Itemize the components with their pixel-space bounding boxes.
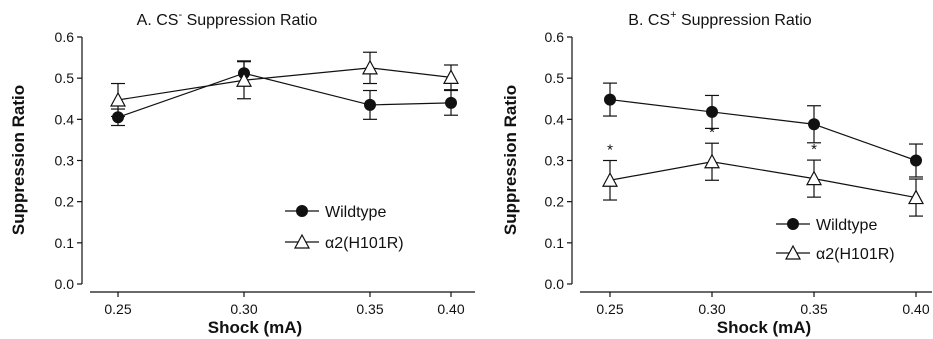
panel-a-mutant-point — [235, 71, 253, 87]
panel-b-wildtype-point — [604, 93, 616, 106]
panel-b-mutant-point — [703, 153, 721, 169]
panel-b-y-tick-label: 0.1 — [545, 235, 565, 251]
panel-b-title: B. CS+ Suppression Ratio — [628, 9, 812, 29]
panel-a-y-tick-label: 0.4 — [55, 111, 75, 127]
panel-a-y-tick-label: 0.2 — [55, 194, 75, 210]
panel-a-wildtype-point — [445, 96, 457, 109]
panel-b-x-tick-label: 0.35 — [800, 301, 827, 317]
panel-b-mutant-point — [907, 189, 925, 205]
panel-b-wildtype-point — [910, 154, 922, 167]
panel-a-legend-label: Wildtype — [325, 204, 386, 221]
panel-a-x-tick-label: 0.25 — [104, 301, 131, 317]
panel-b-x-axis-label: Shock (mA) — [717, 318, 811, 337]
panel-a-wildtype-point — [112, 111, 124, 124]
panel-b-significance-star: * — [709, 124, 715, 141]
panel-a-legend-label: α2(H101R) — [325, 235, 404, 252]
panel-a-y-tick-label: 0.0 — [55, 276, 75, 292]
panel-b-series-1-line — [609, 98, 917, 162]
panel-a-marks: 0.0 0.1 0.2 0.3 0.4 0.5 0.6 0.25 0.30 0.35 0.40 Wil… — [55, 29, 475, 317]
panel-a-mutant-point — [361, 59, 379, 75]
panel-a-y-axis-label: Suppression Ratio — [9, 85, 28, 235]
panel-a-x-tick-label: 0.35 — [356, 301, 383, 317]
panel-a-y-tick-label: 0.5 — [55, 70, 75, 86]
panel-b-mutant-point — [805, 170, 823, 186]
panel-b-legend-label: Wildtype — [816, 217, 877, 234]
panel-a-chart: A. CS- Suppression Ratio Suppression Rat… — [9, 9, 475, 337]
panel-a-mutant-point — [109, 91, 127, 107]
panel-b-significance-star: * — [811, 141, 817, 158]
panel-b-y-tick-label: 0.4 — [545, 111, 565, 127]
panel-b-y-tick-label: 0.0 — [545, 276, 565, 292]
panel-b-legend-mutant-marker — [784, 244, 802, 260]
panel-a-title: A. CS- Suppression Ratio — [137, 9, 318, 29]
panel-a-x-tick-label: 0.40 — [437, 301, 464, 317]
panel-b-x-tick-label: 0.25 — [596, 301, 623, 317]
panel-a-series-1-line — [117, 72, 452, 118]
panel-a-legend-wildtype-marker — [296, 205, 308, 217]
panel-a-y-tick-label: 0.1 — [55, 235, 75, 251]
panel-a-x-tick-label: 0.30 — [230, 301, 257, 317]
panel-b-y-tick-label: 0.3 — [545, 153, 565, 169]
panel-b-y-tick-label: 0.2 — [545, 194, 565, 210]
panel-b-legend-label: α2(H101R) — [816, 246, 895, 263]
panel-b-x-tick-label: 0.40 — [902, 301, 929, 317]
panel-b-legend-wildtype-marker — [787, 218, 799, 230]
panel-b-chart: B. CS+ Suppression Ratio Suppression Rat… — [501, 9, 932, 337]
panel-a-wildtype-point — [364, 98, 376, 111]
panel-b-x-tick-label: 0.30 — [698, 301, 725, 317]
panel-b-wildtype-point — [706, 105, 718, 118]
panel-b-significance-star: * — [607, 142, 613, 159]
panel-b-y-axis-label: Suppression Ratio — [501, 85, 520, 235]
panel-b-mutant-point — [601, 171, 619, 187]
panel-a-series-2-line — [117, 67, 452, 101]
panel-a-legend-mutant-marker — [293, 233, 311, 249]
panel-b-y-tick-label: 0.5 — [545, 70, 565, 86]
panel-a-x-axis-label: Shock (mA) — [208, 318, 302, 337]
panel-b-wildtype-point — [808, 118, 820, 131]
panel-a-y-tick-label: 0.3 — [55, 153, 75, 169]
panel-b-marks: 0.0 0.1 0.2 0.3 0.4 0.5 0.6 0.25 0.30 0.35 0.40 * * *… — [545, 29, 932, 317]
panel-a-y-tick-label: 0.6 — [55, 29, 75, 45]
panel-b-y-tick-label: 0.6 — [545, 29, 565, 45]
panel-a-mutant-point — [442, 69, 460, 84]
panel-b-series-2-line — [609, 161, 917, 199]
